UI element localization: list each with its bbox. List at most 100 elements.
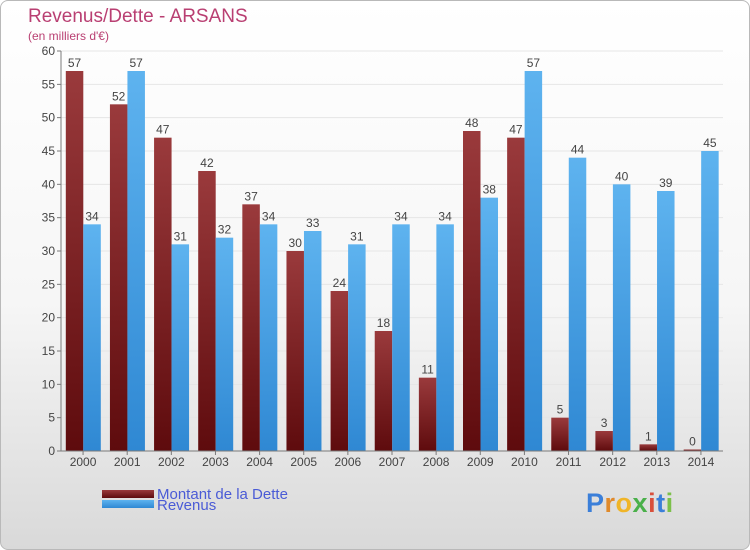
x-tick-label: 2004	[246, 455, 273, 469]
bar-dette	[683, 449, 702, 451]
logo-letter: r	[604, 488, 616, 518]
logo-letter: t	[656, 488, 666, 518]
bar-dette	[595, 431, 613, 451]
bar-revenus	[436, 224, 454, 451]
bar-revenus	[259, 224, 278, 451]
data-label-dette: 24	[333, 276, 347, 290]
y-tick-label: 25	[42, 277, 56, 291]
bar-dette	[198, 171, 216, 451]
bar-revenus	[701, 151, 719, 451]
y-tick-label: 20	[42, 311, 56, 325]
bar-layer	[65, 71, 719, 452]
data-label-revenus: 33	[306, 216, 320, 230]
data-label-dette: 3	[601, 416, 608, 430]
data-label-dette: 47	[156, 123, 170, 137]
bar-revenus	[303, 231, 322, 451]
x-tick-label: 2009	[467, 455, 494, 469]
logo-letter: i	[648, 488, 657, 518]
data-label-dette: 5	[557, 403, 564, 417]
logo-letter: o	[615, 488, 633, 518]
y-tick-label: 55	[42, 77, 56, 91]
data-label-dette: 57	[68, 56, 82, 70]
x-tick-label: 2012	[599, 455, 626, 469]
x-tick-label: 2010	[511, 455, 538, 469]
y-tick-label: 40	[42, 177, 56, 191]
y-tick-label: 0	[48, 444, 55, 458]
data-label-revenus: 34	[85, 209, 99, 223]
bar-revenus	[171, 244, 190, 451]
bar-revenus	[392, 224, 410, 451]
data-label-revenus: 40	[615, 169, 629, 183]
label-layer: 0510152025303540455055602000573420015257…	[42, 44, 717, 469]
y-tick-label: 45	[42, 144, 56, 158]
data-label-dette: 52	[112, 89, 126, 103]
bar-revenus	[215, 237, 234, 451]
bar-dette	[154, 137, 172, 451]
legend-swatch-revenus	[102, 500, 154, 508]
data-label-dette: 1	[645, 429, 652, 443]
data-label-revenus: 44	[571, 143, 585, 157]
x-tick-label: 2000	[70, 455, 97, 469]
bar-dette	[463, 131, 481, 451]
y-tick-label: 15	[42, 344, 56, 358]
data-label-dette: 37	[244, 189, 258, 203]
x-tick-label: 2006	[335, 455, 362, 469]
data-label-revenus: 57	[130, 56, 144, 70]
data-label-revenus: 31	[174, 229, 188, 243]
x-tick-label: 2013	[643, 455, 670, 469]
bar-dette	[639, 444, 658, 451]
bar-revenus	[127, 71, 145, 451]
y-tick-label: 35	[42, 211, 56, 225]
data-label-dette: 42	[200, 156, 214, 170]
logo-letter: x	[632, 488, 649, 518]
y-tick-label: 60	[42, 44, 56, 58]
x-tick-label: 2008	[423, 455, 450, 469]
x-tick-label: 2005	[290, 455, 317, 469]
logo-letter: i	[665, 488, 674, 518]
data-label-dette: 47	[509, 123, 523, 137]
legend-label-dette: Montant de la Dette	[157, 486, 288, 503]
data-label-dette: 11	[421, 363, 434, 377]
data-label-revenus: 38	[483, 183, 497, 197]
data-label-revenus: 32	[218, 223, 232, 237]
bar-dette	[286, 251, 304, 451]
bar-revenus	[657, 191, 675, 451]
axis-layer	[57, 50, 723, 455]
bar-revenus	[480, 197, 498, 451]
x-tick-label: 2002	[158, 455, 185, 469]
bar-dette	[109, 104, 128, 451]
data-label-revenus: 39	[659, 176, 673, 190]
data-label-revenus: 45	[703, 136, 717, 150]
data-label-dette: 18	[377, 316, 391, 330]
bar-dette	[374, 331, 393, 451]
y-tick-label: 50	[42, 111, 56, 125]
data-label-revenus: 31	[350, 229, 364, 243]
y-tick-label: 30	[42, 244, 56, 258]
logo-letter: P	[586, 488, 605, 518]
bar-dette	[65, 71, 84, 451]
data-label-dette: 30	[289, 236, 303, 250]
bar-dette	[507, 137, 525, 451]
bar-revenus	[348, 244, 366, 451]
data-label-revenus: 57	[527, 56, 541, 70]
data-label-revenus: 34	[262, 209, 276, 223]
x-tick-label: 2003	[202, 455, 229, 469]
bar-dette	[551, 417, 569, 451]
bar-revenus	[612, 184, 631, 452]
y-tick-label: 5	[48, 411, 55, 425]
data-label-dette: 0	[689, 435, 696, 449]
bar-revenus	[83, 224, 101, 451]
chart-title: Revenus/Dette - ARSANS	[28, 6, 248, 27]
bar-dette	[418, 377, 437, 451]
bar-dette	[330, 291, 349, 451]
y-tick-label: 10	[42, 377, 56, 391]
data-label-dette: 48	[465, 116, 479, 130]
data-label-revenus: 34	[438, 209, 452, 223]
bar-revenus	[568, 157, 587, 451]
x-tick-label: 2011	[556, 455, 582, 469]
legend-swatch-dette	[102, 490, 154, 498]
proxiti-logo: Proxiti	[586, 488, 674, 519]
bar-revenus	[524, 71, 543, 451]
